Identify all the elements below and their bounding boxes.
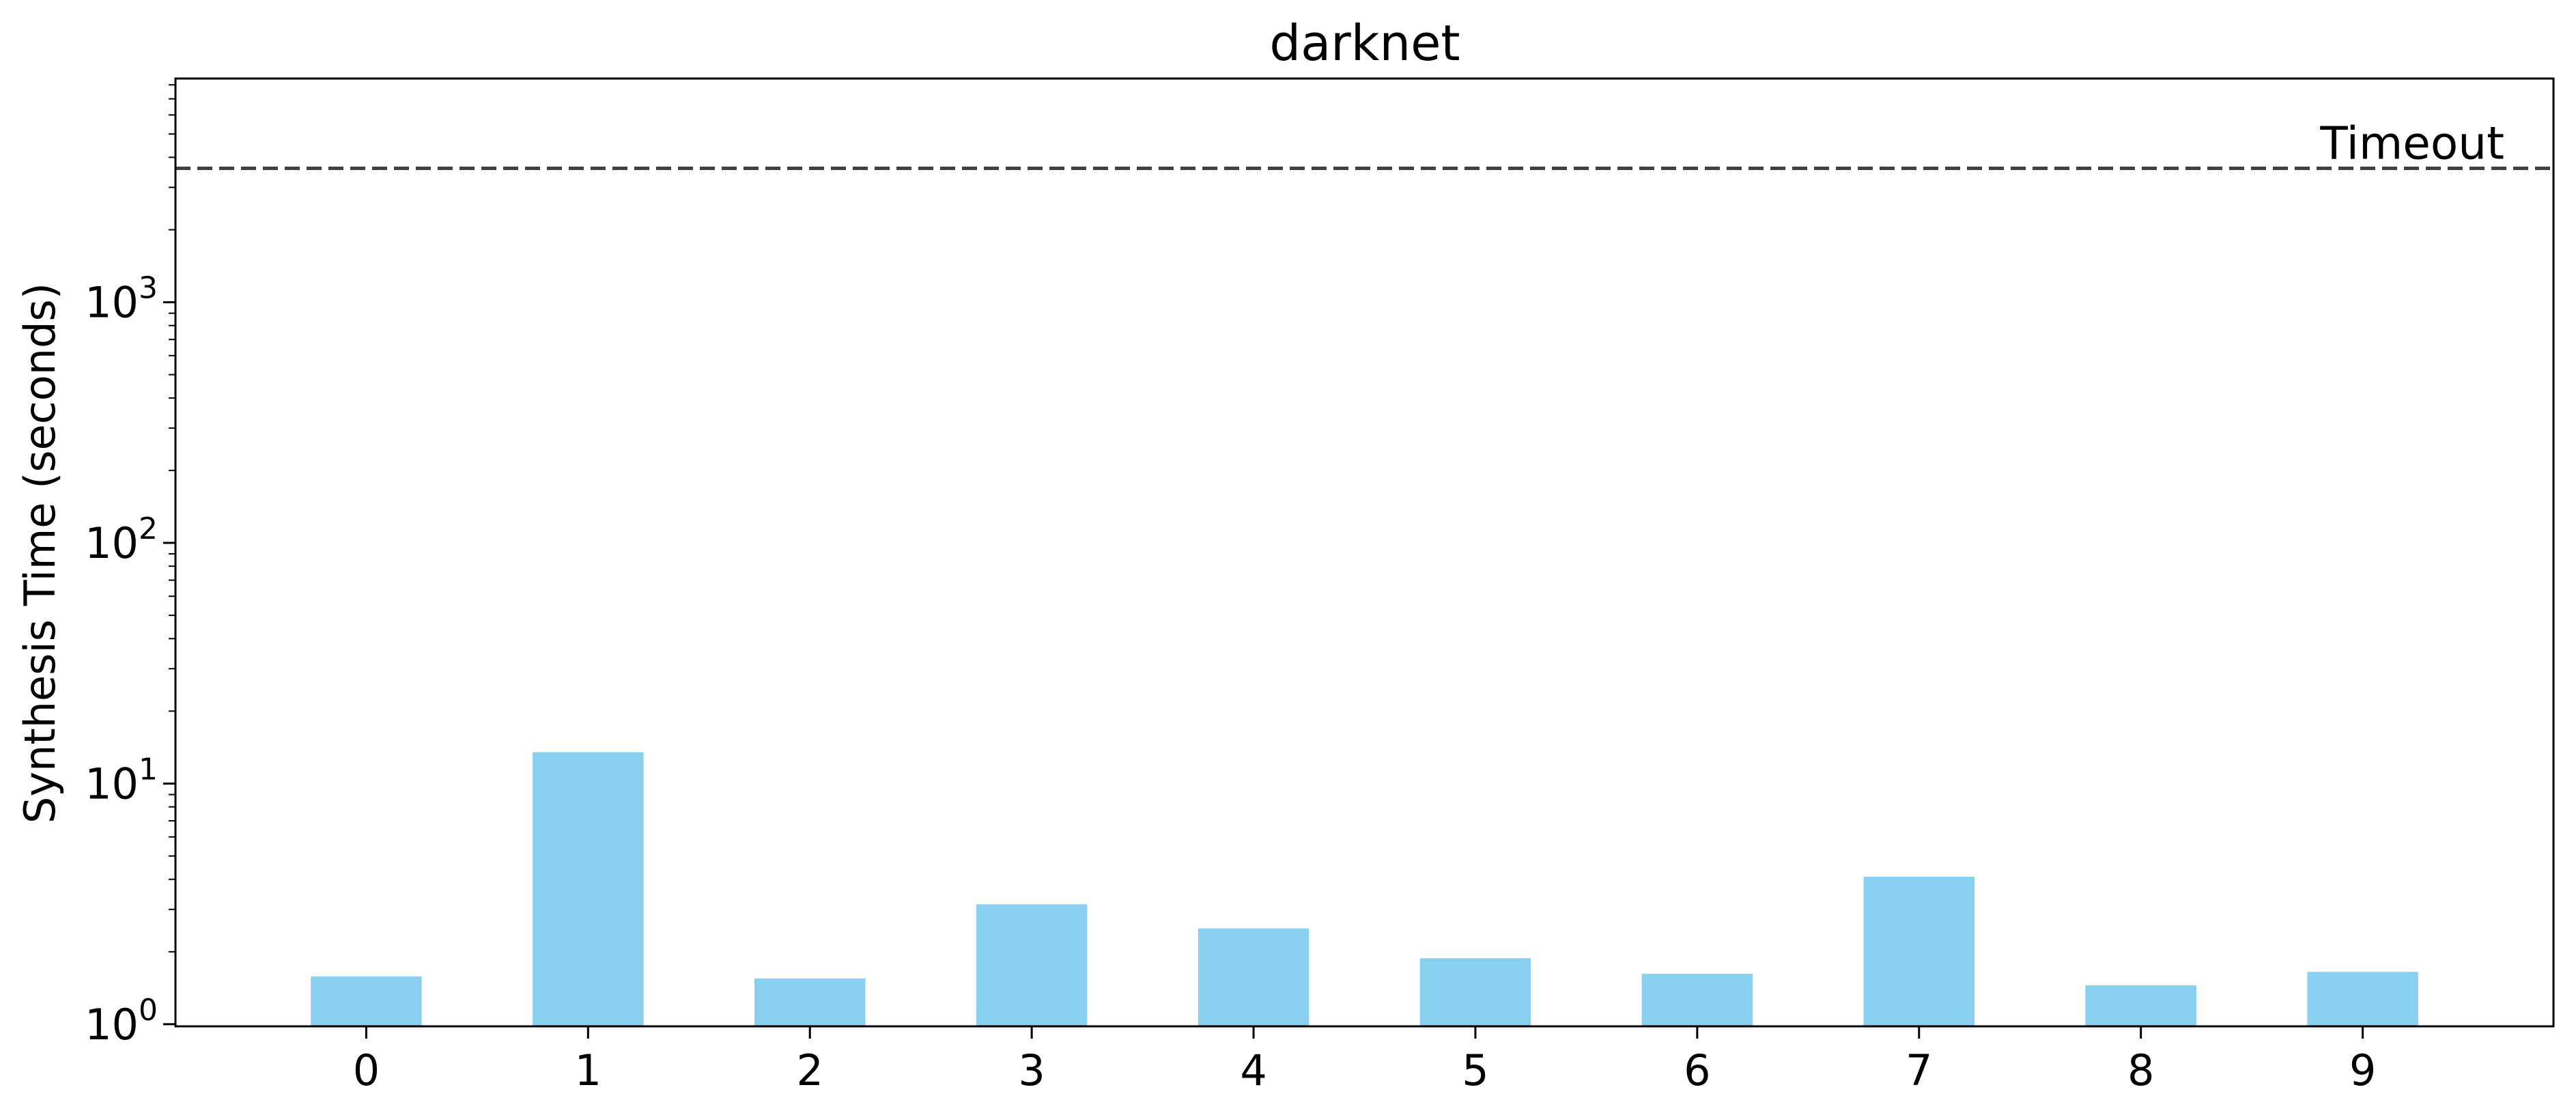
bar-0	[311, 976, 422, 1026]
y-tick-exponent: 1	[139, 752, 158, 787]
bar-7	[1863, 876, 1975, 1026]
y-tick-base: 10	[85, 1000, 139, 1050]
x-tick-label-8: 8	[2127, 1045, 2154, 1095]
bar-3	[976, 904, 1088, 1026]
bars-group	[311, 752, 2418, 1026]
x-tick-label-1: 1	[575, 1045, 601, 1095]
bar-6	[1641, 974, 1753, 1026]
bar-2	[754, 978, 866, 1026]
x-tick-label-5: 5	[1462, 1045, 1488, 1095]
x-tick-label-2: 2	[797, 1045, 823, 1095]
y-tick-label-0: 100	[85, 993, 158, 1050]
chart-title: darknet	[1269, 14, 1460, 72]
bar-5	[1419, 958, 1531, 1026]
y-tick-exponent: 0	[139, 993, 158, 1028]
bar-4	[1198, 928, 1310, 1026]
y-tick-base: 10	[85, 759, 139, 808]
y-tick-label-2: 102	[85, 511, 158, 568]
y-tick-label-1: 101	[85, 752, 158, 808]
y-axis-label: Synthesis Time (seconds)	[15, 283, 65, 824]
y-tick-exponent: 2	[139, 511, 158, 546]
x-tick-label-3: 3	[1018, 1045, 1045, 1095]
y-tick-label-3: 103	[85, 271, 158, 328]
x-tick-label-4: 4	[1240, 1045, 1266, 1095]
timeout-label: Timeout	[2319, 117, 2504, 170]
timeout-line-group: Timeout	[175, 117, 2553, 171]
x-tick-label-7: 7	[1906, 1045, 1932, 1095]
y-tick-exponent: 3	[139, 271, 158, 306]
x-tick-label-6: 6	[1684, 1045, 1710, 1095]
x-tick-label-9: 9	[2349, 1045, 2376, 1095]
bar-8	[2085, 985, 2196, 1026]
x-axis-ticks: 0 1 2 3 4 5 6 7 8 9	[353, 1026, 2376, 1095]
bar-9	[2307, 972, 2418, 1026]
y-tick-base: 10	[85, 278, 139, 328]
plot-area-frame	[174, 77, 2555, 1028]
y-tick-base: 10	[85, 518, 139, 568]
x-tick-label-0: 0	[353, 1045, 380, 1095]
bar-1	[533, 752, 644, 1026]
